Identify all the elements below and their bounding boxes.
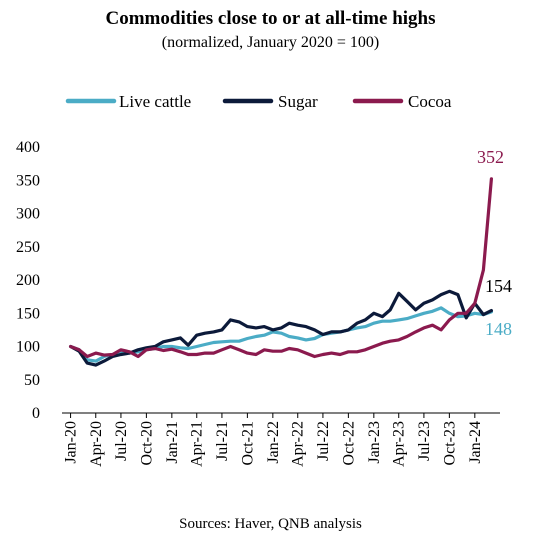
y-tick-label: 400 (16, 139, 40, 156)
x-tick-label: Jan-24 (467, 421, 484, 464)
end-label-cocoa: 352 (477, 147, 504, 167)
x-tick-label: Apr-21 (189, 421, 206, 467)
x-tick-label: Apr-20 (88, 421, 105, 467)
x-tick-label: Oct-23 (441, 421, 458, 465)
y-tick-label: 350 (16, 172, 40, 189)
chart-subtitle: (normalized, January 2020 = 100) (161, 34, 380, 51)
x-tick-label: Oct-22 (340, 421, 357, 465)
x-tick-label: Jan-21 (164, 421, 181, 464)
x-tick-label: Jul-22 (315, 421, 332, 461)
x-tick-label: Jul-23 (416, 421, 433, 461)
end-label-live-cattle: 148 (485, 319, 512, 339)
y-tick-label: 150 (16, 305, 40, 322)
y-tick-label: 200 (16, 272, 40, 289)
legend-label-sugar: Sugar (278, 92, 318, 111)
x-tick-label: Jul-21 (214, 421, 231, 461)
legend: Live cattle Sugar Cocoa (65, 92, 452, 111)
x-tick-label: Jan-22 (265, 421, 282, 464)
axes: 0 50 100 150 200 250 300 350 400 Jan-20 Apr-20 Jul-… (16, 139, 500, 467)
chart-title: Commodities close to or at all-time high… (105, 8, 436, 29)
end-labels: 148 154 352 (477, 147, 512, 339)
x-tick-label: Jul-20 (113, 421, 130, 461)
legend-label-cocoa: Cocoa (408, 92, 452, 111)
x-tick-label: Jan-20 (63, 421, 80, 464)
y-tick-label: 100 (16, 339, 40, 356)
y-tick-label: 50 (24, 372, 40, 389)
x-tick-label: Apr-23 (391, 421, 408, 467)
series-lines (68, 177, 493, 367)
y-tick-label: 300 (16, 206, 40, 223)
x-tick-label: Oct-20 (138, 421, 155, 465)
chart-source: Sources: Haver, QNB analysis (179, 516, 362, 532)
x-tick-label: Apr-22 (290, 421, 307, 467)
x-tick-label: Jan-23 (366, 421, 383, 464)
y-tick-label: 0 (32, 405, 40, 422)
legend-label-live-cattle: Live cattle (119, 92, 191, 111)
series-line-cocoa (68, 177, 493, 359)
series-line-sugar (68, 289, 493, 367)
y-tick-label: 250 (16, 239, 40, 256)
series-line-live-cattle (68, 306, 493, 363)
x-tick-label: Oct-21 (239, 421, 256, 465)
end-label-sugar: 154 (485, 276, 512, 296)
